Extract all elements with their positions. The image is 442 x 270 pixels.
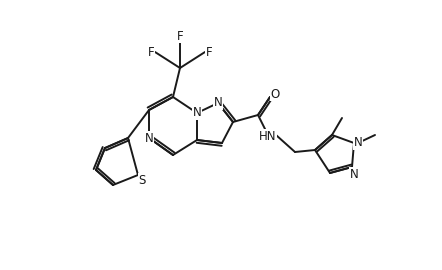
Text: N: N (213, 96, 222, 110)
Text: F: F (148, 46, 154, 59)
Text: N: N (193, 106, 202, 120)
Text: N: N (354, 137, 362, 150)
Text: O: O (271, 87, 280, 100)
Text: F: F (177, 29, 183, 42)
Text: HN: HN (259, 130, 277, 143)
Text: N: N (350, 167, 358, 181)
Text: S: S (138, 174, 146, 187)
Text: F: F (206, 46, 212, 59)
Text: N: N (145, 131, 153, 144)
